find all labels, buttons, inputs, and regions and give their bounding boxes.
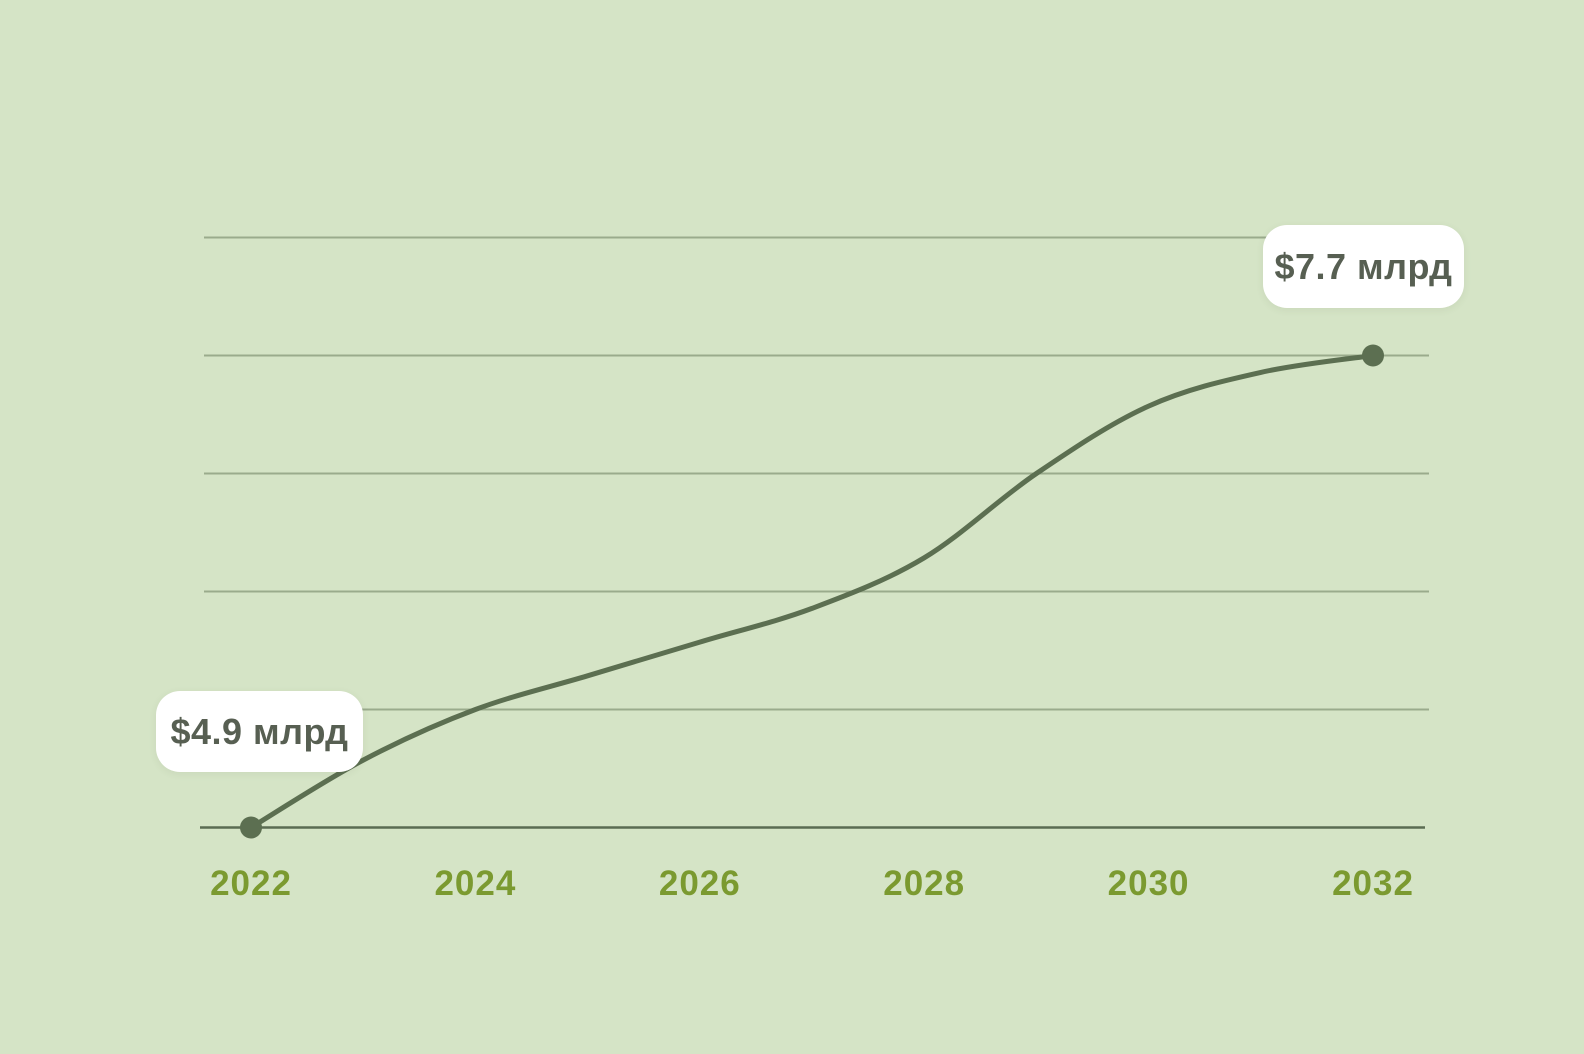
x-tick-2022: 2022: [210, 864, 292, 903]
data-point-end-marker: [1362, 344, 1384, 367]
value-badge-2032: $7.7 млрд: [1263, 225, 1464, 308]
x-tick-2030: 2030: [1107, 864, 1190, 903]
x-tick-2032: 2032: [1332, 864, 1414, 903]
gridlines: [204, 236, 1429, 711]
data-point-start-marker: [240, 816, 262, 839]
x-tick-2028: 2028: [883, 864, 966, 903]
trend-line: [248, 353, 1376, 830]
x-tick-2026: 2026: [658, 864, 741, 903]
value-badge-2022: $4.9 млрд: [156, 691, 363, 772]
x-tick-2024: 2024: [434, 864, 517, 903]
